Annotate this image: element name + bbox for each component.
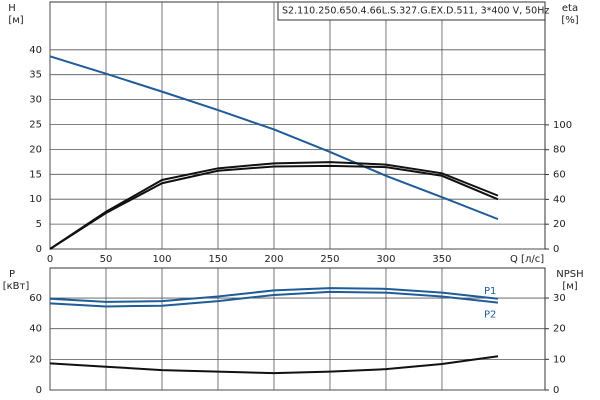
series-line — [49, 290, 499, 308]
chart-title: S2.110.250.650.4.66L.S.327.G.EX.D.511, 3… — [282, 6, 549, 17]
plot-frame — [49, 1, 546, 250]
series-label: P1 — [484, 286, 496, 297]
x-tick-label: 300 — [376, 254, 395, 265]
series-line — [49, 355, 499, 375]
series-line — [49, 55, 499, 221]
x-tick-label: 0 — [47, 254, 53, 265]
y-tick-label: 0 — [36, 244, 42, 255]
y2-axis-label: eta — [562, 3, 578, 14]
y-tick-label: 60 — [29, 293, 42, 304]
y-axis-unit: [м] — [8, 15, 23, 26]
y-tick-label: 40 — [29, 324, 42, 335]
y2-tick-label: 80 — [553, 145, 566, 156]
x-tick-label: 150 — [208, 254, 227, 265]
y-tick-label: 5 — [36, 219, 42, 230]
y-tick-label: 40 — [29, 45, 42, 56]
y-tick-label: 35 — [29, 70, 42, 81]
x-tick-label: 350 — [432, 254, 451, 265]
y2-tick-label: 40 — [553, 194, 566, 205]
x-tick-label: 100 — [152, 254, 171, 265]
y-tick-label: 20 — [29, 144, 42, 155]
y2-axis-unit: [%] — [561, 15, 578, 26]
x-axis-label: Q [л/с] — [510, 254, 544, 265]
series-line — [49, 161, 499, 250]
y2-tick-label: 10 — [553, 354, 566, 365]
y-tick-label: 0 — [36, 385, 42, 396]
x-tick-label: 250 — [320, 254, 339, 265]
title-box — [277, 1, 546, 21]
x-tick-label: 50 — [100, 254, 113, 265]
y-axis-label: H — [8, 3, 16, 14]
y-tick-label: 15 — [29, 169, 42, 180]
y2-tick-label: 30 — [553, 293, 566, 304]
y-tick-label: 20 — [29, 354, 42, 365]
y2-tick-label: 20 — [553, 324, 566, 335]
y2-tick-label: 0 — [553, 385, 559, 396]
y2-tick-label: 100 — [553, 120, 572, 131]
series-line — [49, 287, 499, 303]
y2-axis-label: NPSH — [556, 269, 583, 280]
y2-tick-label: 0 — [553, 244, 559, 255]
y-tick-label: 25 — [29, 120, 42, 131]
series-label: P2 — [484, 310, 496, 321]
y-tick-label: 30 — [29, 95, 42, 106]
y2-tick-label: 20 — [553, 219, 566, 230]
y2-tick-label: 60 — [553, 170, 566, 181]
y-axis-unit: [кВт] — [3, 281, 30, 292]
y-tick-label: 10 — [29, 194, 42, 205]
y2-axis-unit: [м] — [562, 281, 577, 292]
x-tick-label: 200 — [264, 254, 283, 265]
series-line — [49, 164, 499, 250]
y-axis-label: P — [9, 269, 15, 280]
